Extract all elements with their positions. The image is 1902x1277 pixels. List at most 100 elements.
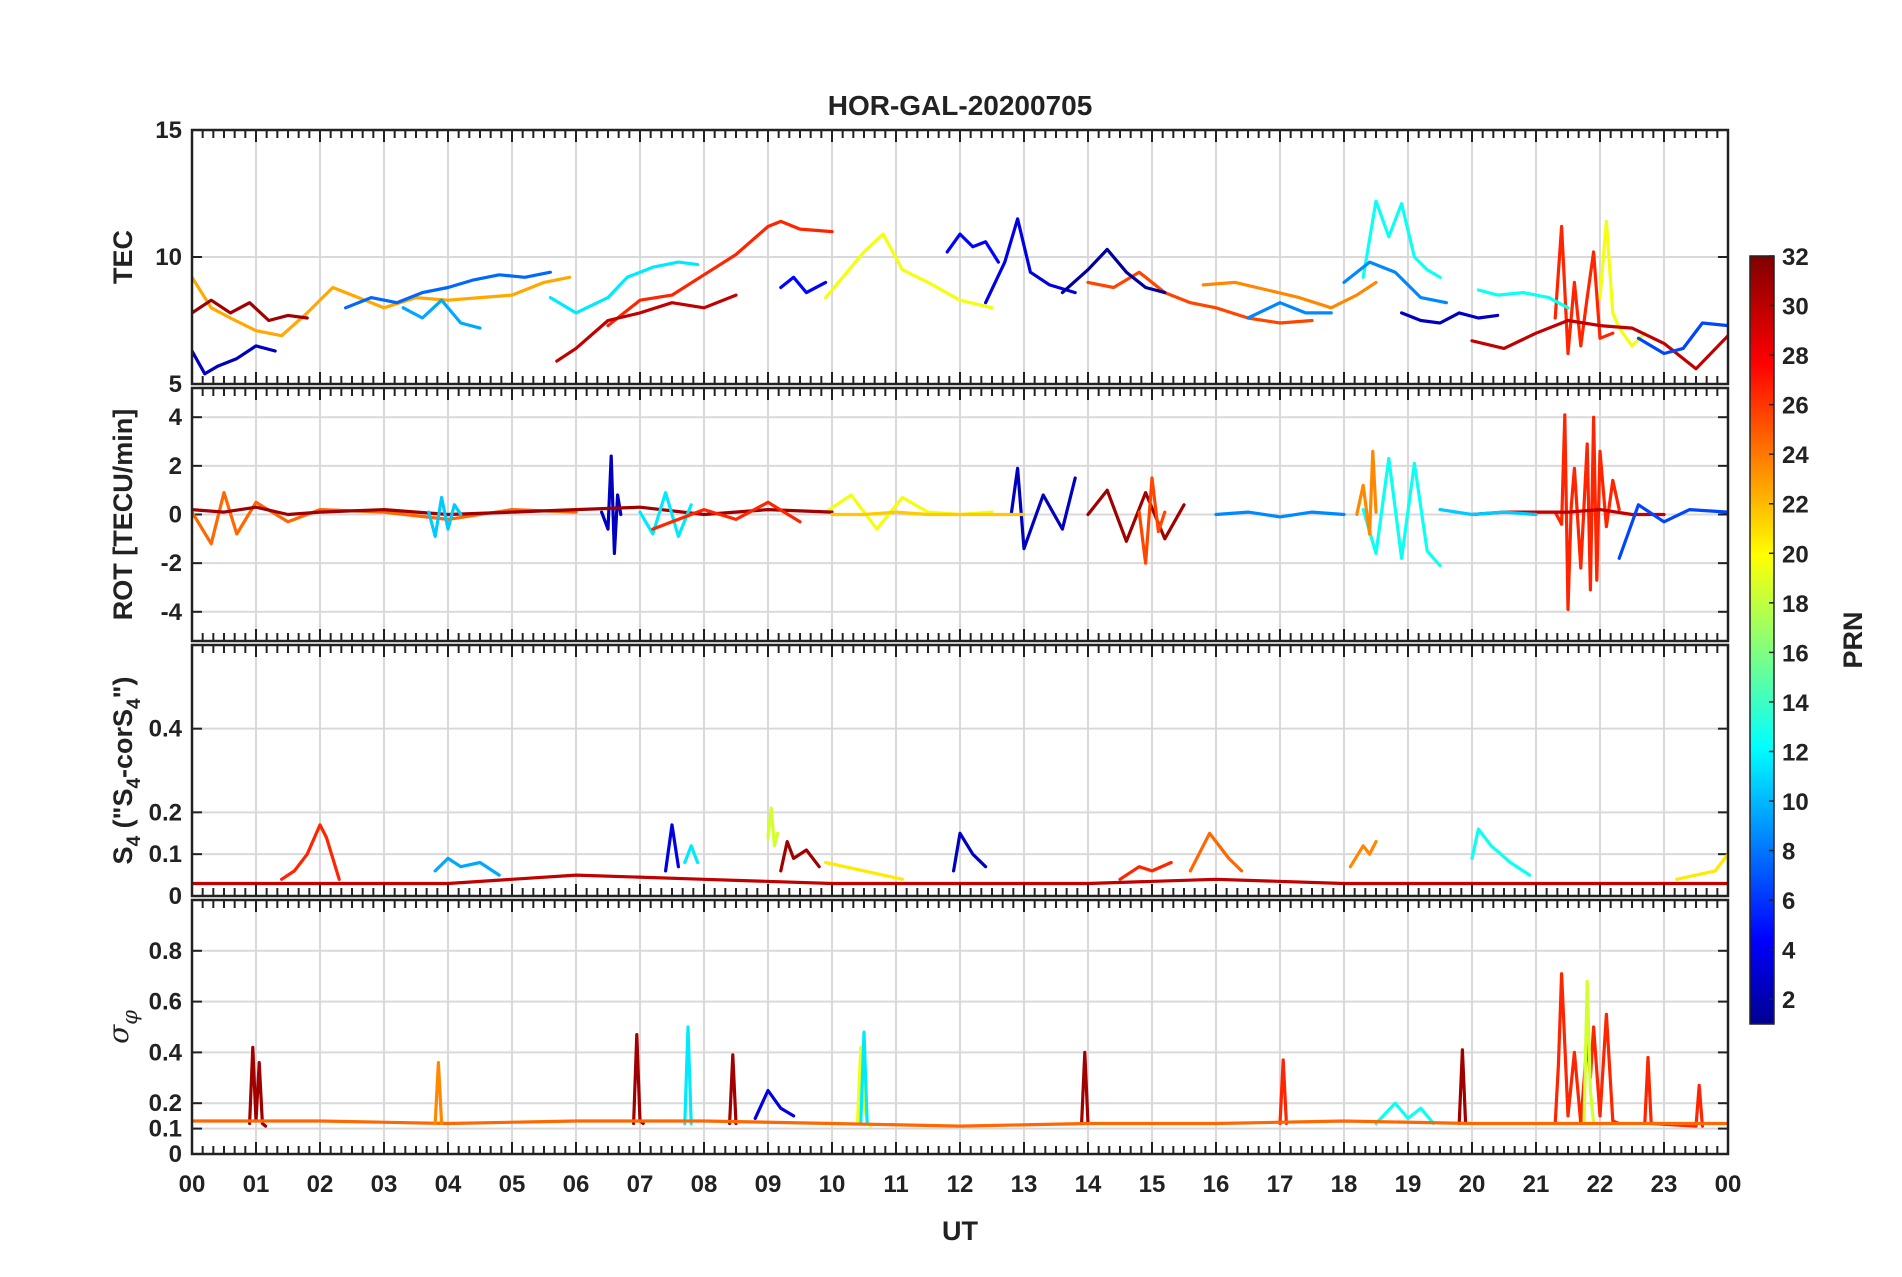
series-line-prn-10 [433,856,501,877]
series-line-prn-25 [192,1119,1728,1128]
series-line-prn-3 [599,454,623,556]
series-line-prn-27 [280,823,341,881]
x-tick-label: 09 [755,1171,782,1198]
series-line-prn-20 [1598,219,1647,348]
series-line-prn-12 [548,260,700,315]
series-line-prn-31 [1079,1050,1090,1126]
series-line-prn-7 [1636,321,1728,356]
x-tick-label: 05 [499,1171,526,1198]
y-tick-label: 0.2 [149,799,182,826]
series-group [192,972,1728,1128]
series-line-prn-12 [683,1025,693,1126]
series-line-prn-27 [1278,1058,1289,1126]
y-tick-label: 0 [169,1141,182,1168]
series-line-prn-27 [1118,860,1173,881]
y-axis-label-text: -corS [108,709,138,778]
series-line-prn-12 [859,1030,869,1126]
series-line-prn-3 [192,344,277,376]
series-line-prn-24 [433,1060,444,1126]
y-tick-label: 0.1 [149,841,182,868]
series-line-prn-7 [1617,503,1728,560]
series-line-prn-24 [1348,839,1378,869]
x-tick-label: 01 [243,1171,270,1198]
y-axis-label-symbol: σ [102,1024,135,1044]
colorbar-tick-label: 4 [1782,938,1796,965]
series-line-prn-27 [606,219,834,328]
colorbar-tick-label: 14 [1782,690,1809,717]
y-axis-label-subscript: 4 [124,835,145,846]
series-line-prn-3 [1399,311,1500,325]
colorbar-tick-label: 30 [1782,294,1809,321]
x-tick-label: 23 [1651,1171,1678,1198]
series-line-prn-30 [192,873,1728,886]
y-tick-label: -4 [161,599,183,626]
series-line-prn-3 [951,831,988,873]
x-tick-label: 13 [1011,1171,1038,1198]
y-axis-label: ROT [TECU/min] [108,409,138,620]
series-line-prn-26 [1086,270,1314,325]
series-line-prn-19 [1582,979,1596,1126]
y-tick-label: 0.8 [149,938,182,965]
panel-frame [190,128,1730,386]
y-axis-label-subscript: 4 [124,778,145,789]
series-line-prn-27 [651,500,802,531]
series-line-prn-31 [1457,1048,1468,1126]
colorbar-tick-label: 12 [1782,739,1809,766]
y-axis-label: S4 ("S4-corS4") [108,677,145,865]
series-line-prn-30 [555,293,738,363]
colorbar-tick-label: 18 [1782,591,1809,618]
panel-rot: -4 -2 0 2 4 ROT [TECU/min] [108,386,1730,643]
x-tick-label: 19 [1395,1171,1422,1198]
series-line-prn-24 [1201,280,1378,310]
panel-frame [190,643,1730,898]
series-line-prn-19 [766,806,780,848]
x-tick-label: 06 [563,1171,590,1198]
series-line-prn-30 [1470,318,1728,371]
series-line-prn-5 [779,275,828,295]
y-tick-label: 0.4 [149,1039,183,1066]
y-tick-label: 0.2 [149,1090,182,1117]
x-tick-label: 14 [1075,1171,1102,1198]
y-tick-label: 0.4 [149,716,183,743]
series-line-prn-27 [1553,413,1621,612]
colorbar-tick-label: 28 [1782,343,1809,370]
x-tick-label: 21 [1523,1171,1550,1198]
y-tick-label: 15 [155,117,182,144]
colorbar-tick-label: 10 [1782,789,1809,816]
x-tick-label: 04 [435,1171,462,1198]
series-line-prn-13 [1361,456,1442,568]
colorbar-tick-label: 32 [1782,244,1809,271]
x-tick-label: 10 [819,1171,846,1198]
series-line-prn-13 [1470,827,1532,877]
series-line-prn-25 [1188,831,1244,873]
x-axis-label: UT [942,1216,978,1246]
series-line-prn-5 [945,232,1001,264]
colorbar-tick-label: 16 [1782,640,1809,667]
x-tick-label: 20 [1459,1171,1486,1198]
colorbar-tick-label: 2 [1782,987,1795,1014]
y-tick-label: 10 [155,244,182,271]
x-tick-label: 08 [691,1171,718,1198]
colorbar-tick-label: 26 [1782,393,1809,420]
series-line-prn-13 [1476,288,1570,310]
series-line-prn-13 [1361,199,1442,279]
x-tick-label: 02 [307,1171,334,1198]
series-line-prn-31 [779,839,821,873]
x-tick-label: 03 [371,1171,398,1198]
series-line-prn-8 [344,270,553,310]
series-line-prn-11 [1438,508,1538,517]
series-line-prn-4 [983,217,1077,305]
y-tick-label: 0 [169,883,182,910]
series-line-prn-9 [1214,510,1346,519]
colorbar-tick-label: 22 [1782,492,1809,519]
series-line-prn-4 [753,1088,796,1121]
x-tick-label: 16 [1203,1171,1230,1198]
x-tick-label: 18 [1331,1171,1358,1198]
series-line-prn-9 [1246,301,1333,320]
panel-frame [190,386,1730,643]
series-line-prn-10 [401,298,482,330]
y-axis-label: TEC [108,230,138,284]
y-axis-label-subscript: 4 [124,698,145,709]
series-line-prn-21 [823,860,905,881]
